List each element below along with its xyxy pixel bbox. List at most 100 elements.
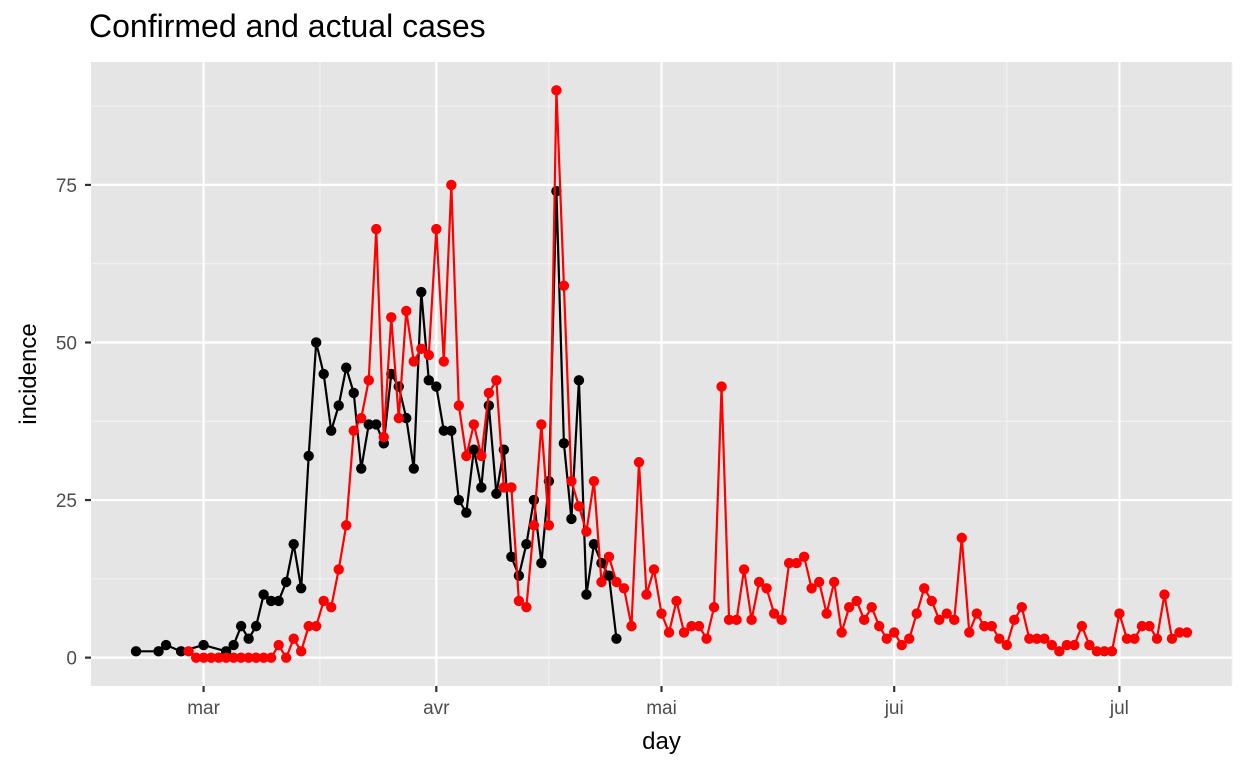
data-point	[250, 620, 262, 632]
data-point	[1061, 639, 1073, 651]
data-point	[581, 589, 592, 600]
data-point	[378, 431, 389, 443]
major-gridlines	[91, 62, 1232, 686]
data-point	[686, 620, 697, 632]
data-point	[536, 557, 547, 569]
data-point	[265, 652, 277, 663]
x-tick-label: avr	[423, 698, 450, 719]
data-point	[431, 381, 442, 392]
data-point	[866, 602, 877, 613]
data-point	[588, 475, 600, 487]
data-point	[326, 602, 337, 613]
data-point	[318, 368, 329, 380]
data-point	[986, 620, 997, 632]
data-point	[671, 595, 682, 607]
data-point	[228, 639, 239, 651]
data-point	[280, 576, 292, 588]
x-tick-label: jul	[1109, 698, 1129, 719]
data-point	[633, 457, 645, 468]
data-point	[753, 576, 765, 588]
data-point	[828, 576, 840, 588]
data-point	[446, 179, 457, 191]
data-point	[468, 419, 480, 430]
data-point	[611, 633, 622, 644]
x-axis-title: day	[642, 728, 681, 755]
data-point	[949, 614, 960, 626]
data-point	[1009, 614, 1020, 626]
data-point	[1031, 633, 1043, 644]
data-point	[423, 375, 434, 386]
data-point	[258, 652, 269, 663]
data-point	[416, 343, 427, 354]
data-point	[341, 520, 352, 531]
data-point	[483, 387, 495, 399]
data-point	[678, 627, 690, 638]
data-point	[356, 412, 367, 424]
data-point	[566, 513, 577, 525]
data-point	[1144, 620, 1155, 632]
data-point	[213, 652, 224, 663]
data-point	[280, 652, 292, 663]
data-point	[716, 381, 727, 392]
data-point	[1106, 646, 1118, 657]
data-point	[363, 419, 374, 430]
data-point	[198, 639, 209, 651]
data-point	[371, 223, 382, 235]
data-point	[506, 482, 517, 493]
x-tick-label: jui	[884, 698, 904, 719]
y-tick-label: 0	[66, 649, 77, 670]
data-point	[190, 652, 202, 663]
data-point	[220, 652, 232, 663]
y-tick-label: 25	[56, 491, 77, 512]
y-tick-label: 75	[56, 176, 77, 197]
data-point	[889, 627, 900, 638]
data-point	[1099, 646, 1110, 657]
data-point	[401, 412, 412, 424]
data-point	[371, 419, 382, 430]
data-point	[821, 608, 832, 619]
data-point	[768, 608, 780, 619]
data-point	[446, 425, 457, 436]
data-point	[1091, 646, 1103, 657]
data-point	[806, 583, 817, 594]
y-tick-label: 50	[56, 333, 77, 354]
data-point	[273, 595, 284, 607]
data-point	[536, 419, 547, 430]
data-point	[1054, 646, 1065, 657]
data-point	[648, 564, 660, 575]
data-point	[311, 620, 322, 632]
data-point	[461, 450, 472, 462]
data-point	[461, 507, 472, 518]
data-point	[243, 652, 254, 663]
data-point	[603, 551, 615, 562]
data-point	[1039, 633, 1050, 644]
data-point	[911, 608, 922, 619]
data-point	[1129, 633, 1140, 644]
data-point	[468, 444, 480, 455]
data-point	[1166, 633, 1178, 644]
data-point	[521, 602, 532, 613]
data-point	[401, 305, 412, 317]
data-point	[558, 438, 570, 449]
data-point	[288, 633, 299, 644]
data-point	[438, 356, 450, 367]
data-point	[663, 627, 675, 638]
data-point	[273, 639, 284, 651]
data-point	[573, 501, 585, 512]
data-point	[708, 602, 720, 613]
data-point	[934, 614, 945, 626]
data-point	[641, 589, 652, 600]
data-point	[1016, 602, 1028, 613]
data-point	[423, 349, 434, 361]
data-point	[573, 375, 585, 386]
data-point	[566, 475, 577, 487]
data-point	[858, 614, 870, 626]
data-point	[1181, 627, 1193, 638]
data-point	[295, 583, 307, 594]
data-point	[363, 375, 374, 386]
data-point	[258, 589, 269, 600]
data-point	[265, 595, 277, 607]
data-point	[288, 538, 299, 550]
data-point	[318, 595, 329, 607]
x-tick-label: mar	[187, 698, 220, 719]
